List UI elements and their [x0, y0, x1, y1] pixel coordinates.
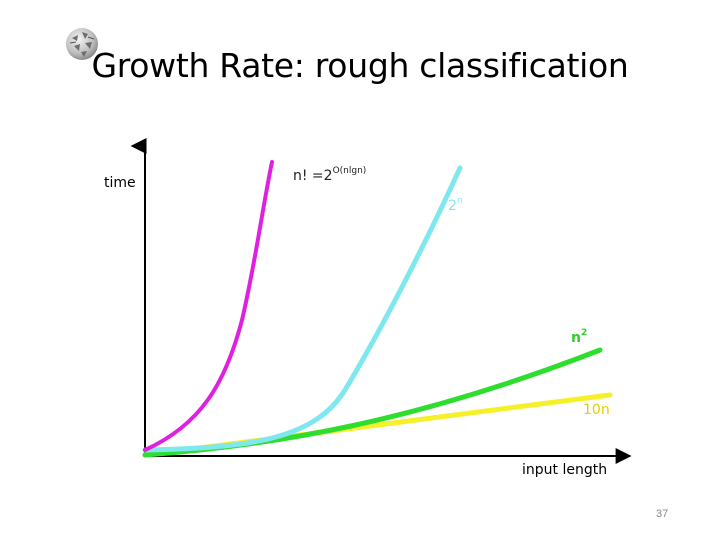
factorial-curve [143, 160, 274, 452]
quadratic-curve [142, 347, 603, 458]
wikipedia-globe-icon [64, 26, 100, 62]
y-axis-label: time [104, 175, 136, 191]
slide-title: Growth Rate: rough classification [91, 46, 629, 85]
linear-label: 10n [583, 402, 610, 418]
x-axis-label: input length [522, 462, 608, 478]
page-number: 37 [656, 508, 669, 520]
exponential-label: 2n [448, 196, 463, 214]
quadratic-label: n2 [571, 328, 588, 346]
exponential-curve [142, 165, 463, 453]
factorial-label: n! =2O(nlgn) [293, 166, 367, 184]
